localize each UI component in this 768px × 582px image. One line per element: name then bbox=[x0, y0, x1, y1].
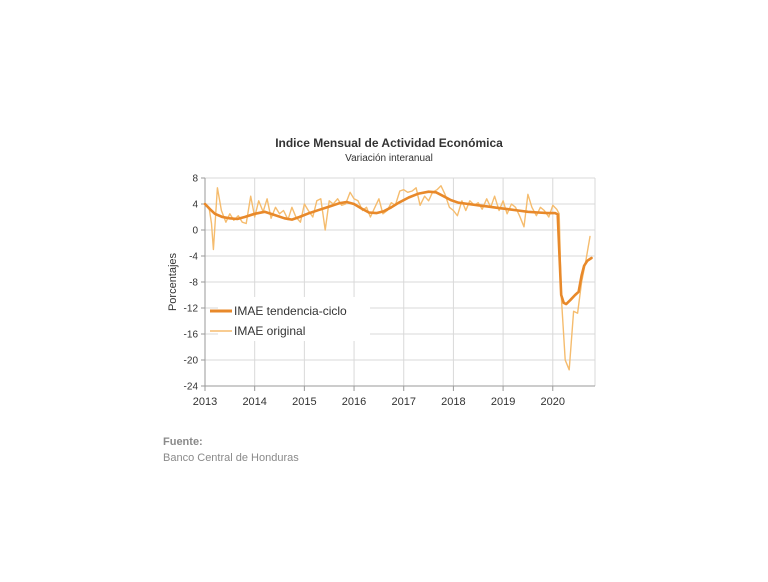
series-line-original bbox=[204, 185, 591, 371]
y-tick-label: -8 bbox=[189, 278, 198, 289]
source-label: Fuente: bbox=[163, 436, 203, 448]
x-tick-label: 2019 bbox=[491, 396, 515, 408]
x-tick-label: 2015 bbox=[292, 396, 316, 408]
x-tick-label: 2014 bbox=[242, 396, 266, 408]
x-tick-label: 2016 bbox=[342, 396, 366, 408]
y-tick-label: -16 bbox=[184, 330, 199, 341]
y-tick-label: -24 bbox=[184, 382, 199, 393]
x-tick-label: 2018 bbox=[441, 396, 465, 408]
x-tick-label: 2020 bbox=[541, 396, 565, 408]
legend-label-original: IMAE original bbox=[234, 324, 305, 338]
series-line-tendencia-ciclo bbox=[203, 190, 593, 306]
x-tick-label: 2017 bbox=[391, 396, 415, 408]
y-tick-label: 4 bbox=[192, 200, 198, 211]
legend-label-tendencia: IMAE tendencia-ciclo bbox=[234, 304, 347, 318]
legend-box bbox=[218, 297, 370, 341]
y-tick-label: -20 bbox=[184, 356, 199, 367]
x-tick-label: 2013 bbox=[193, 396, 217, 408]
source-text: Banco Central de Honduras bbox=[163, 452, 299, 464]
y-tick-label: -12 bbox=[184, 304, 199, 315]
y-axis-title: Porcentajes bbox=[167, 252, 179, 311]
chart-title: Indice Mensual de Actividad Económica bbox=[275, 136, 503, 150]
y-tick-label: -4 bbox=[189, 252, 198, 263]
chart-subtitle: Variación interanual bbox=[345, 153, 433, 164]
y-tick-label: 8 bbox=[192, 174, 198, 185]
y-tick-label: 0 bbox=[192, 226, 198, 237]
